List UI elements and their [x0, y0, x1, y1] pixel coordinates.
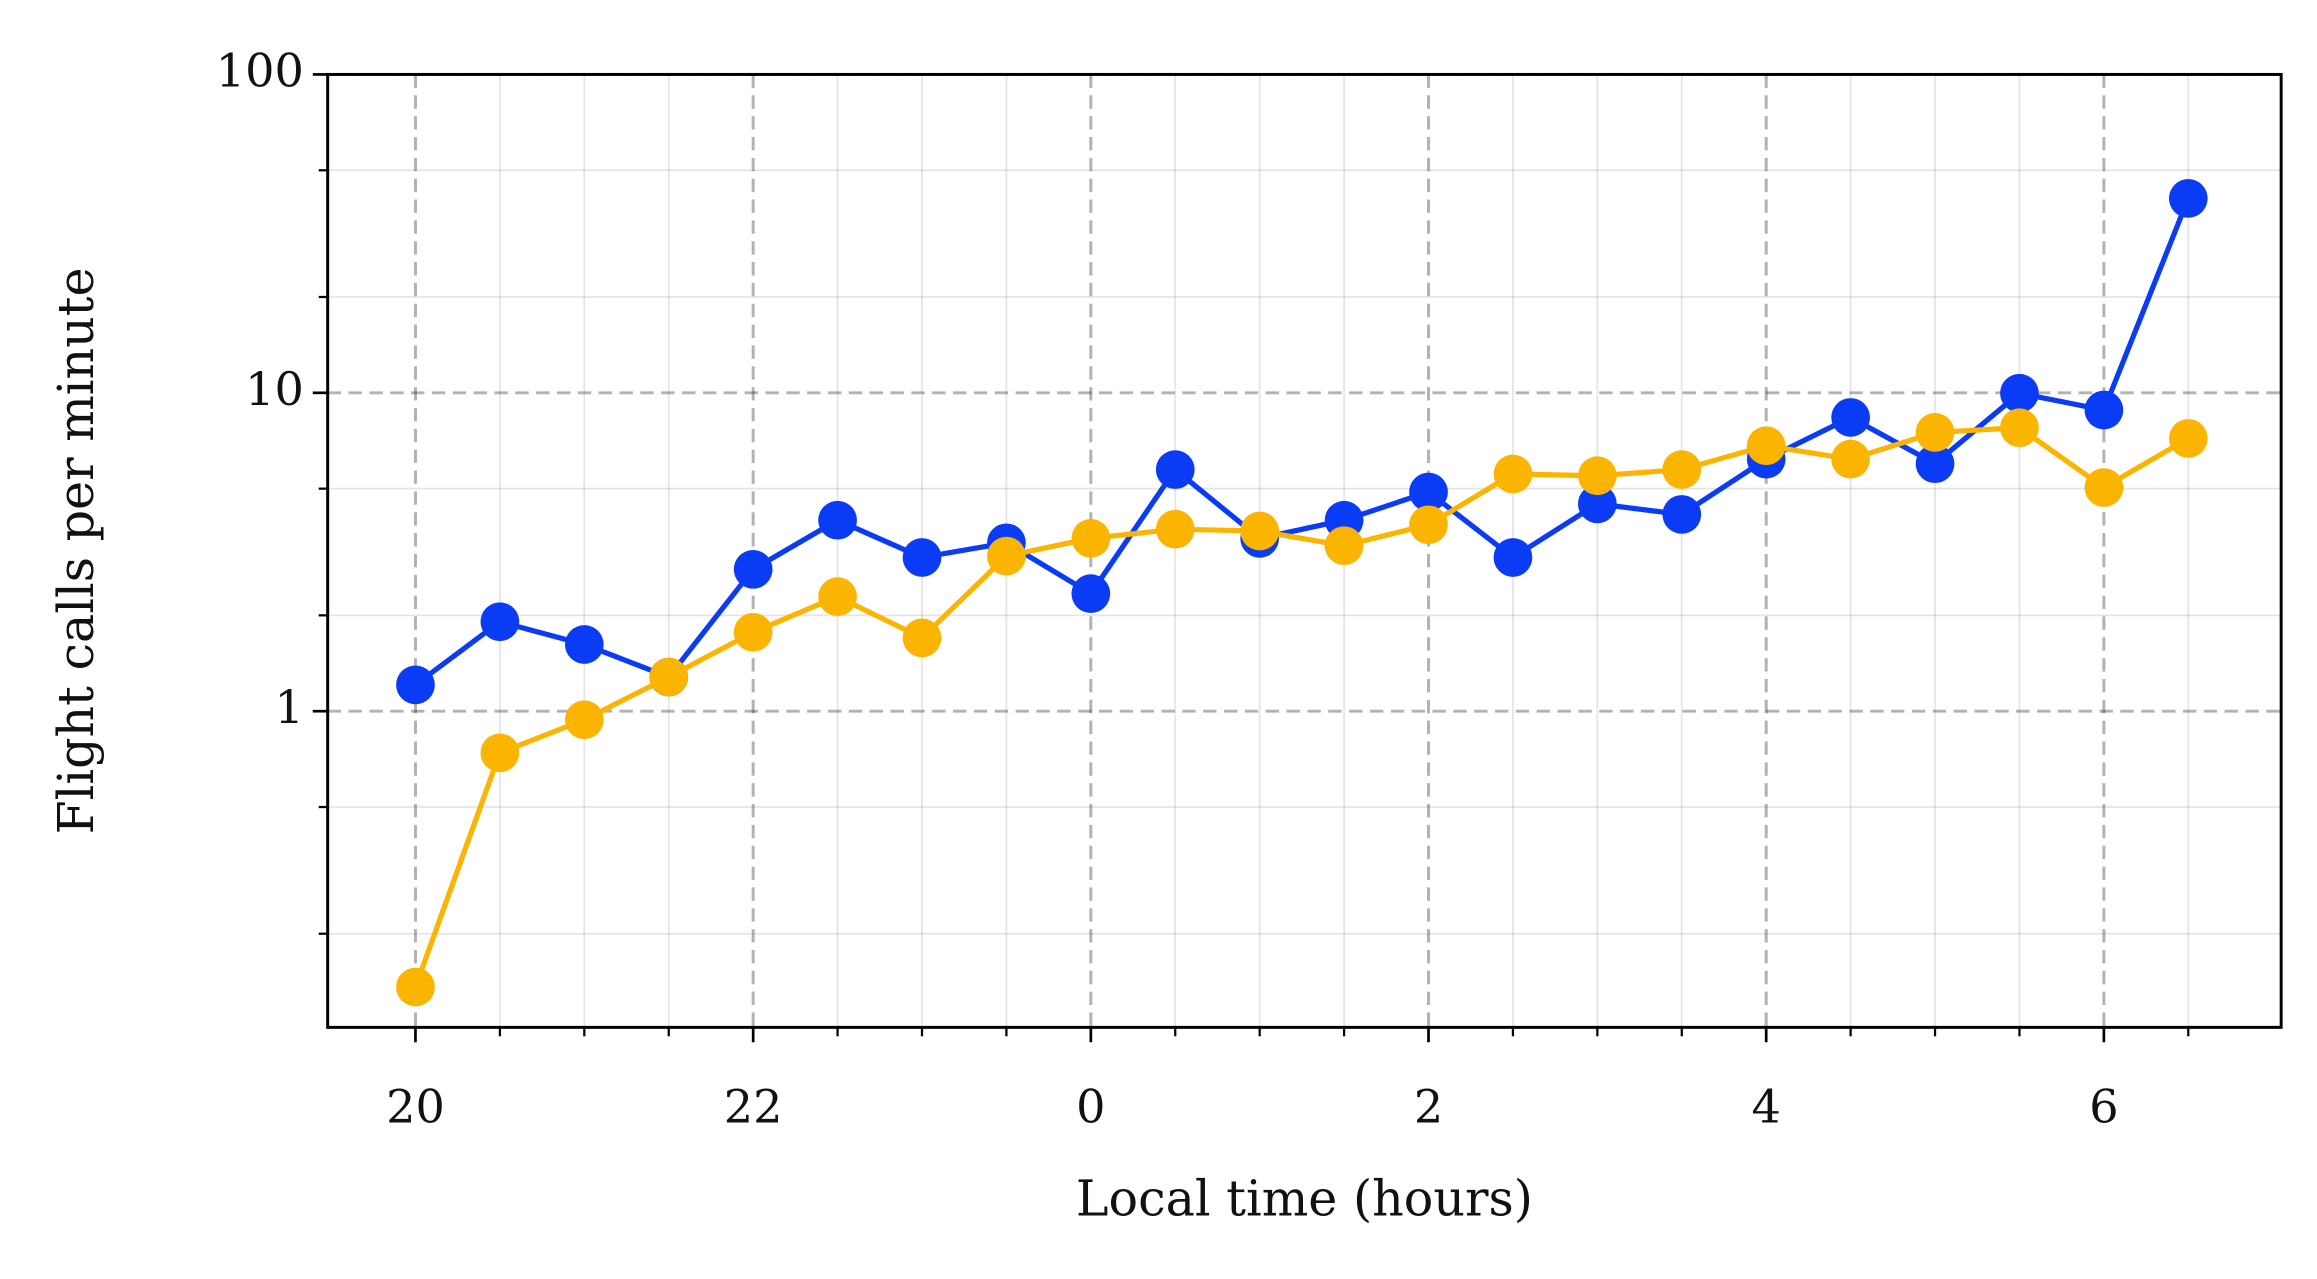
x-tick-label: 2 [1414, 1080, 1443, 1134]
axes: 20 22 0 2 4 6 1 10 100 [216, 43, 2190, 1134]
series-line [413, 197, 2191, 687]
data-point [1577, 484, 1617, 524]
data-point [396, 967, 435, 1007]
data-point [733, 612, 773, 652]
data-point [564, 700, 604, 740]
data-point [480, 733, 520, 773]
data-point [396, 665, 435, 705]
data-point [1071, 519, 1111, 558]
data-point [2168, 179, 2208, 218]
y-tick-label: 10 [245, 362, 304, 416]
data-point [1577, 456, 1617, 496]
data-point [1409, 472, 1448, 512]
data-point [1493, 454, 1533, 494]
data-point [2000, 373, 2039, 413]
data-point [1409, 505, 1448, 545]
data-point [1071, 574, 1111, 613]
data-point [2084, 468, 2124, 507]
data-point [480, 602, 520, 642]
data-point [818, 500, 857, 540]
x-tick-label: 4 [1752, 1080, 1781, 1134]
plot-area [396, 179, 2208, 1007]
x-tick-label: 6 [2089, 1080, 2118, 1134]
data-point [733, 549, 773, 589]
data-point [1746, 426, 1786, 466]
data-point [902, 538, 942, 577]
grid [327, 72, 2282, 1028]
y-tick-label: 1 [274, 680, 303, 734]
y-axis-label: Flight calls per minute [47, 267, 105, 834]
data-point [1493, 538, 1533, 577]
y-tick-label: 100 [216, 43, 304, 97]
data-point [1155, 509, 1195, 549]
data-point [1831, 439, 1870, 479]
data-point [1662, 450, 1702, 489]
data-point [1662, 495, 1702, 534]
x-axis-label: Local time (hours) [1076, 1170, 1533, 1228]
data-point [818, 577, 857, 616]
data-point [902, 618, 942, 658]
data-point [1915, 444, 1955, 484]
series-line [413, 425, 2190, 988]
x-tick-label: 22 [724, 1080, 783, 1134]
data-point [2168, 419, 2208, 458]
data-point [987, 536, 1026, 576]
x-tick-label: 0 [1076, 1080, 1105, 1134]
axes-frame [326, 72, 2283, 1029]
data-point [1155, 450, 1195, 489]
data-point [2084, 390, 2124, 430]
data-point [1915, 413, 1955, 452]
data-point [649, 657, 689, 697]
data-point [1831, 398, 1870, 437]
data-point [2000, 408, 2039, 448]
data-point [1324, 526, 1364, 566]
data-point [1240, 511, 1280, 551]
data-point [564, 625, 604, 664]
x-tick-label: 20 [386, 1080, 445, 1134]
